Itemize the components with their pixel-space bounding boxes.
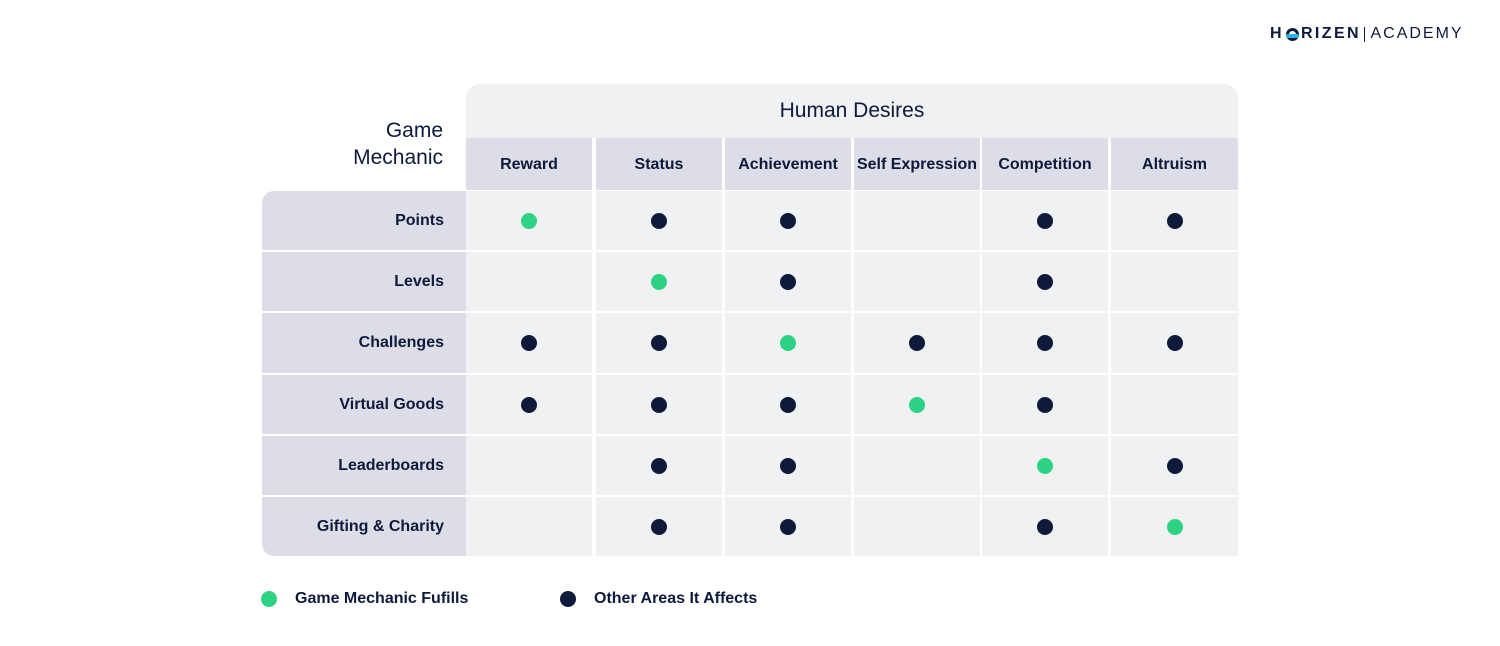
cell-points-self-expression: [854, 191, 980, 250]
cell-virtual-goods-reward: [466, 375, 592, 434]
affects-dot: [780, 212, 796, 229]
affects-dot: [780, 518, 796, 535]
cell-virtual-goods-altruism: [1111, 375, 1238, 434]
cell-points-status: [596, 191, 722, 250]
cell-levels-status: [596, 252, 722, 311]
row-header-challenges: Challenges: [262, 313, 466, 373]
row-axis-title-line1: Game: [385, 119, 443, 142]
affects-dot: [1166, 335, 1183, 351]
cell-leaderboards-achievement: [725, 436, 851, 495]
cell-levels-self-expression: [854, 252, 980, 311]
affects-dot: [1037, 212, 1053, 229]
cell-leaderboards-self-expression: [854, 436, 980, 495]
logo-suffix: RIZEN: [1300, 25, 1361, 42]
cell-points-altruism: [1111, 191, 1238, 250]
cell-gifting-and-charity-altruism: [1111, 497, 1238, 556]
cell-levels-altruism: [1111, 252, 1238, 311]
logo-divider: [1363, 26, 1366, 42]
cell-virtual-goods-competition: [982, 375, 1108, 434]
column-header-achievement: Achievement: [725, 138, 851, 190]
cell-virtual-goods-achievement: [725, 375, 851, 434]
cell-points-reward: [466, 191, 592, 250]
cell-virtual-goods-self-expression: [854, 375, 980, 434]
cell-levels-reward: [466, 252, 592, 311]
cell-leaderboards-reward: [466, 436, 592, 495]
affects-dot: [1037, 335, 1053, 351]
cell-gifting-and-charity-achievement: [725, 497, 851, 556]
cell-challenges-competition: [982, 313, 1108, 373]
column-header-self-expression: Self Expression: [854, 138, 980, 190]
affects-dot: [651, 518, 667, 535]
legend-fulfills: Game Mechanic Fufills: [261, 590, 468, 608]
legend-affects-label: Other Areas It Affects: [594, 590, 758, 607]
cell-gifting-and-charity-reward: [466, 497, 592, 556]
cell-challenges-reward: [466, 313, 592, 373]
column-header-altruism: Altruism: [1111, 138, 1238, 190]
cell-challenges-achievement: [725, 313, 851, 373]
affects-dot: [651, 335, 667, 351]
legend-fulfills-dot: [261, 591, 277, 607]
cell-leaderboards-altruism: [1111, 436, 1238, 495]
column-axis-title: Human Desires: [779, 99, 925, 122]
row-header-levels: Levels: [262, 252, 466, 311]
fulfills-dot: [651, 273, 667, 290]
affects-dot: [1037, 396, 1053, 413]
fulfills-dot: [909, 396, 925, 413]
affects-dot: [651, 212, 667, 229]
column-header-status: Status: [596, 138, 722, 190]
fulfills-dot: [1037, 457, 1053, 474]
affects-dot: [651, 457, 667, 474]
affects-dot: [1037, 273, 1053, 290]
affects-dot: [780, 273, 796, 290]
affects-dot: [909, 335, 925, 351]
cell-levels-competition: [982, 252, 1108, 311]
cell-challenges-self-expression: [854, 313, 980, 373]
logo-o-icon: [1285, 27, 1299, 41]
fulfills-dot: [521, 212, 537, 229]
column-header-competition: Competition: [982, 138, 1108, 190]
fulfills-dot: [1166, 518, 1183, 535]
affects-dot: [780, 396, 796, 413]
affects-dot: [651, 396, 667, 413]
cell-points-achievement: [725, 191, 851, 250]
row-axis-title-line2: Mechanic: [353, 146, 443, 169]
legend-fulfills-label: Game Mechanic Fufills: [295, 590, 469, 607]
horizen-academy-logo: H RIZEN ACADEMY: [1270, 24, 1480, 44]
cell-challenges-altruism: [1111, 313, 1238, 373]
affects-dot: [1166, 212, 1183, 229]
cell-levels-achievement: [725, 252, 851, 311]
legend-affects: Other Areas It Affects: [560, 590, 757, 608]
cell-leaderboards-status: [596, 436, 722, 495]
column-axis-panel: [466, 84, 1238, 138]
logo-prefix: H: [1270, 25, 1284, 42]
cell-gifting-and-charity-status: [596, 497, 722, 556]
logo-academy: ACADEMY: [1370, 25, 1464, 42]
legend-affects-dot: [560, 591, 576, 607]
affects-dot: [1037, 518, 1053, 535]
affects-dot: [780, 457, 796, 474]
cell-gifting-and-charity-competition: [982, 497, 1108, 556]
row-header-points: Points: [262, 191, 466, 250]
row-header-virtual-goods: Virtual Goods: [262, 375, 466, 434]
cell-points-competition: [982, 191, 1108, 250]
cell-gifting-and-charity-self-expression: [854, 497, 980, 556]
fulfills-dot: [780, 335, 796, 351]
affects-dot: [521, 335, 537, 351]
cell-virtual-goods-status: [596, 375, 722, 434]
column-header-reward: Reward: [466, 138, 592, 190]
cell-challenges-status: [596, 313, 722, 373]
cell-leaderboards-competition: [982, 436, 1108, 495]
affects-dot: [1166, 457, 1183, 474]
row-axis-title: Game Mechanic: [300, 117, 443, 171]
row-header-gifting-and-charity: Gifting & Charity: [262, 497, 466, 556]
row-header-leaderboards: Leaderboards: [262, 436, 466, 495]
affects-dot: [521, 396, 537, 413]
